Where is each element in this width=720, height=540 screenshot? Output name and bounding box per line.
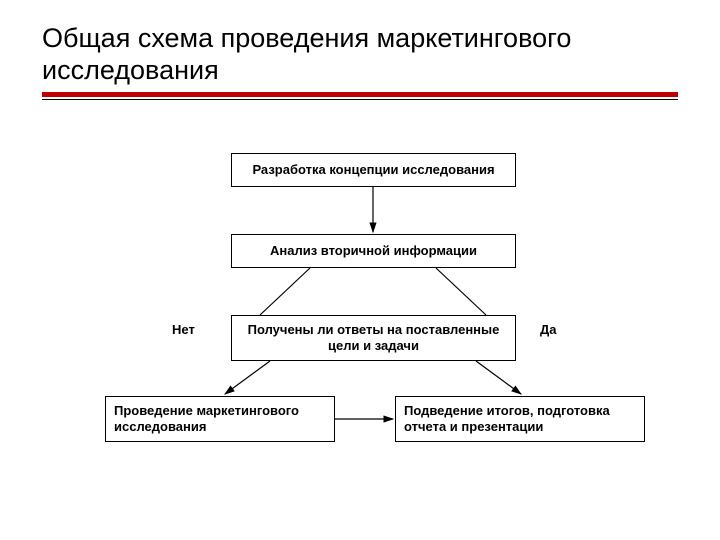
node-label: Разработка концепции исследования xyxy=(252,162,494,178)
decision-label-yes: Да xyxy=(536,322,561,337)
flow-node-concept: Разработка концепции исследования xyxy=(231,153,516,187)
node-label: Анализ вторичной информации xyxy=(270,243,477,259)
flow-node-analysis: Анализ вторичной информации xyxy=(231,234,516,268)
decision-label-no: Нет xyxy=(168,322,199,337)
flow-node-research: Проведение маркетингового исследования xyxy=(105,396,335,442)
flow-node-report: Подведение итогов, подготовка отчета и п… xyxy=(395,396,645,442)
node-label: Подведение итогов, подготовка отчета и п… xyxy=(404,403,636,436)
node-label: Получены ли ответы на поставленные цели … xyxy=(240,322,507,355)
title-rule xyxy=(42,92,678,100)
node-label: Проведение маркетингового исследования xyxy=(114,403,326,436)
flow-node-decision: Получены ли ответы на поставленные цели … xyxy=(231,315,516,361)
page-title: Общая схема проведения маркетингового ис… xyxy=(42,22,720,87)
